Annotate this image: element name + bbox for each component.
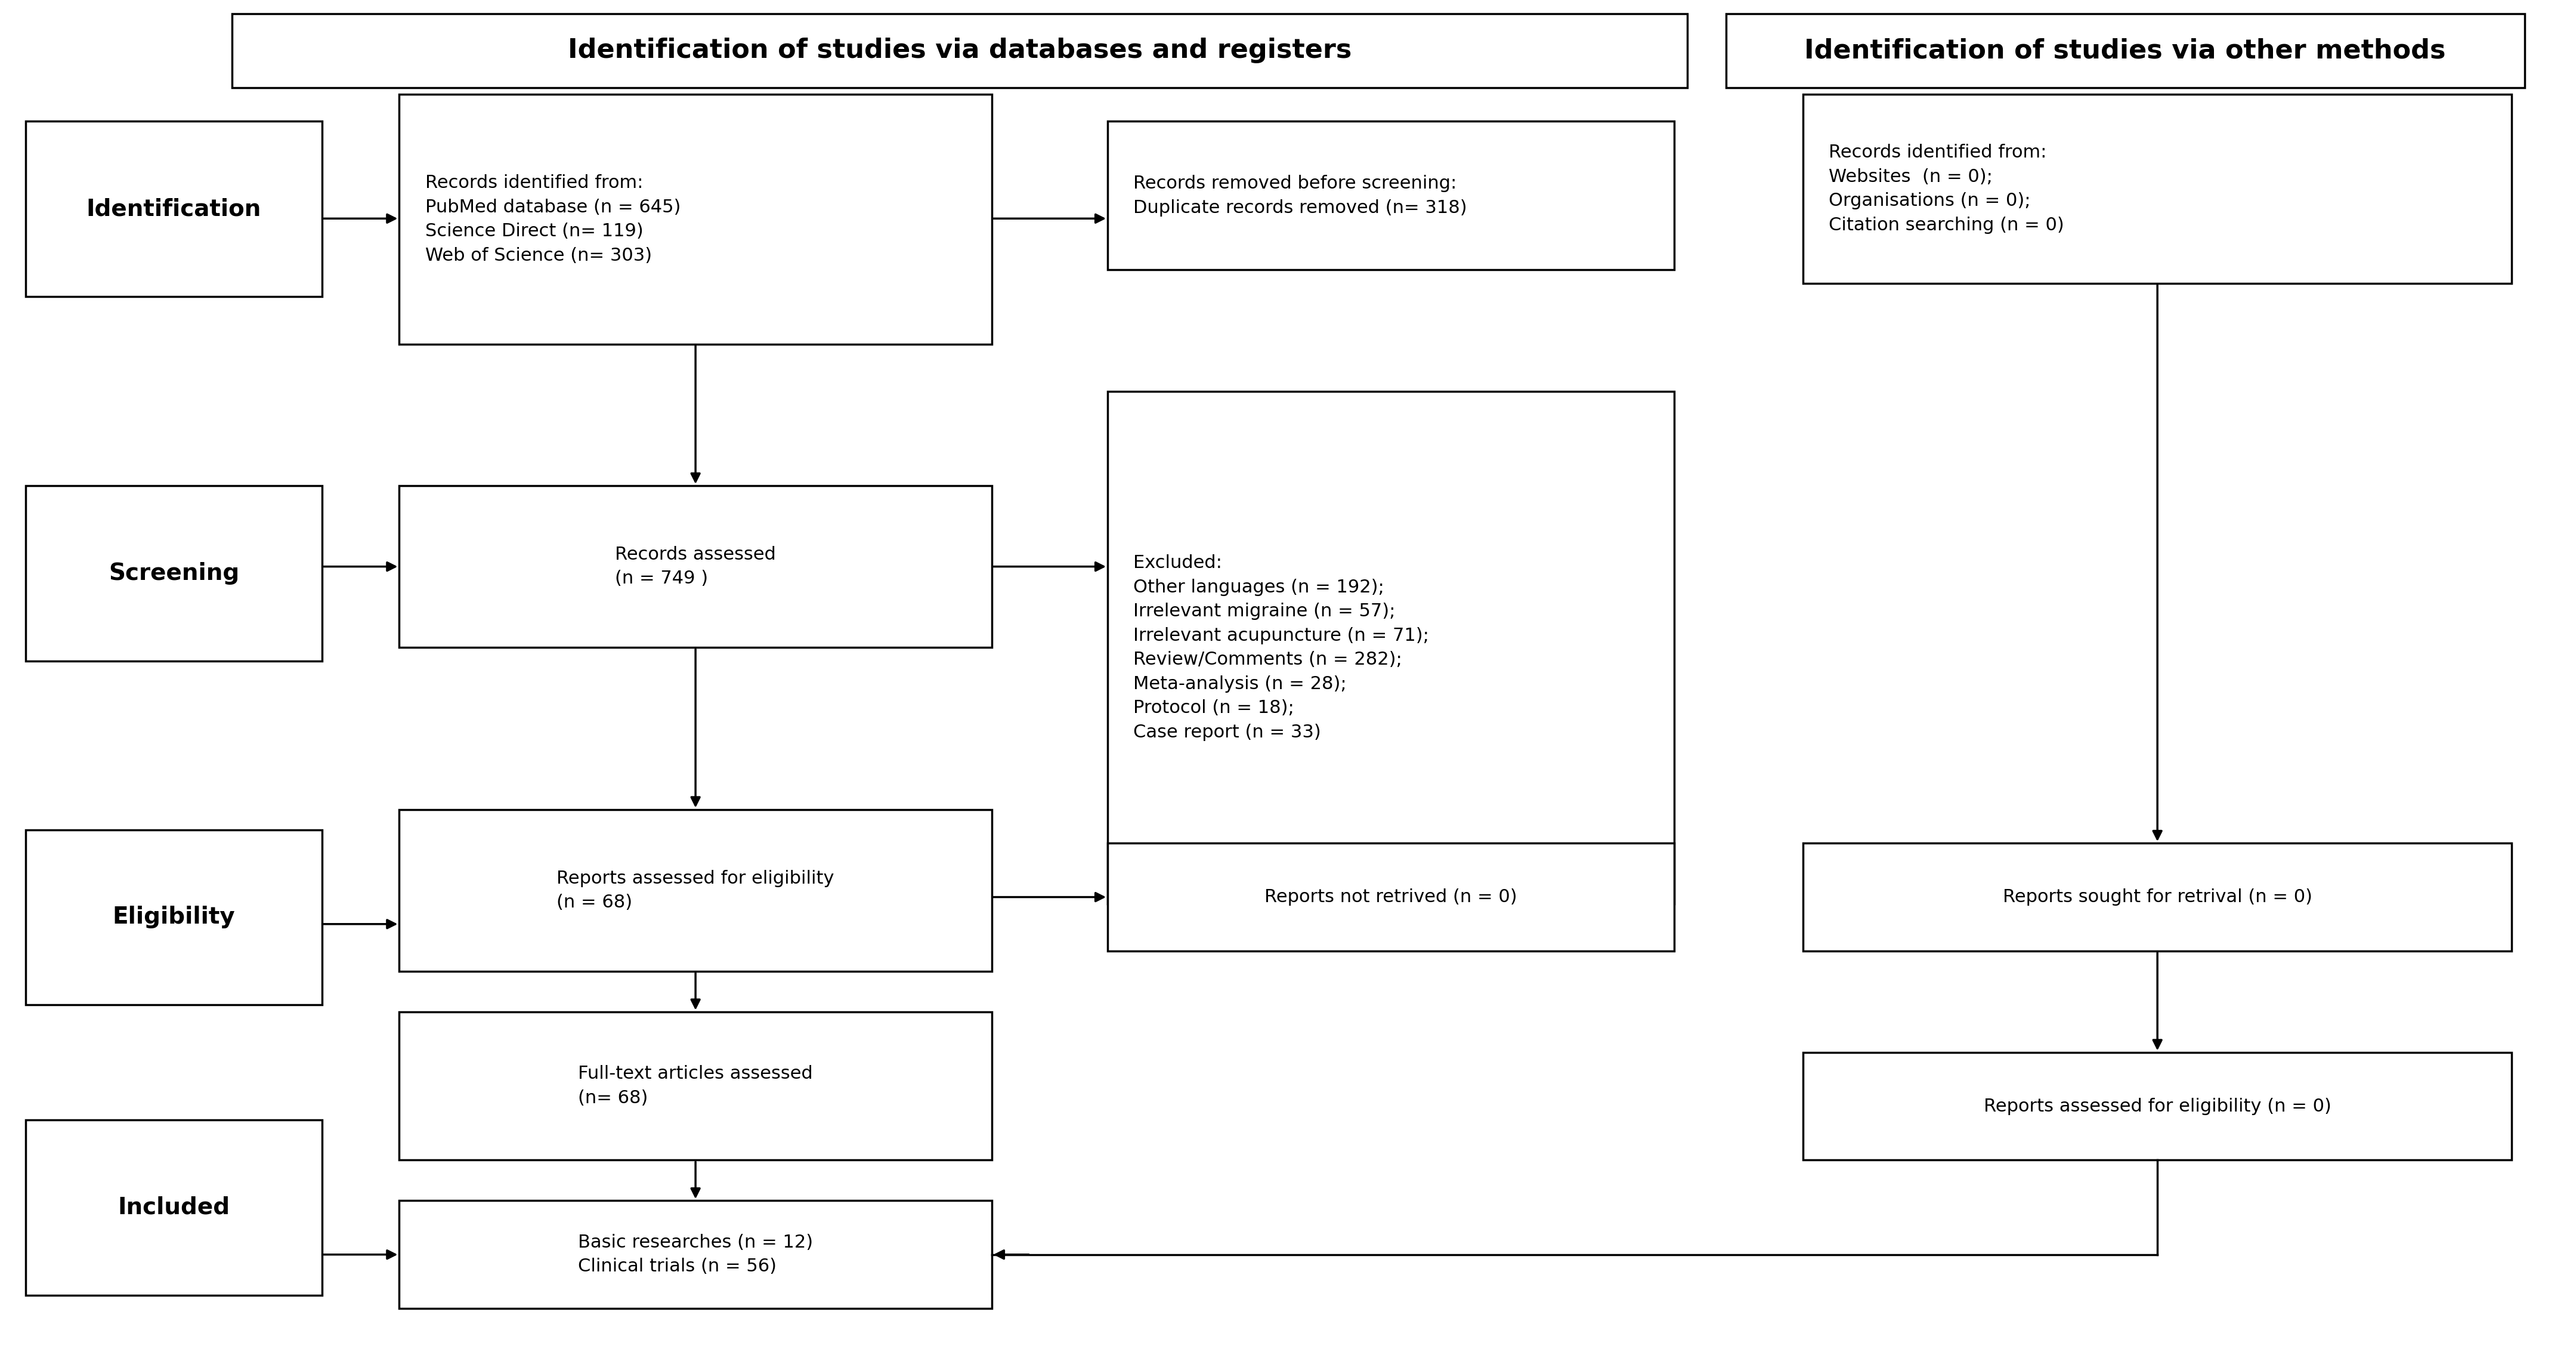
Text: Eligibility: Eligibility — [113, 907, 234, 928]
FancyBboxPatch shape — [399, 1012, 992, 1160]
Text: Excluded:
Other languages (n = 192);
Irrelevant migraine (n = 57);
Irrelevant ac: Excluded: Other languages (n = 192); Irr… — [1133, 554, 1430, 741]
Text: Reports sought for retrival (n = 0): Reports sought for retrival (n = 0) — [2002, 889, 2313, 905]
Text: Records removed before screening:
Duplicate records removed (n= 318): Records removed before screening: Duplic… — [1133, 175, 1468, 216]
FancyBboxPatch shape — [26, 121, 322, 297]
Text: Identification of studies via other methods: Identification of studies via other meth… — [1803, 38, 2447, 63]
Text: Reports not retrived (n = 0): Reports not retrived (n = 0) — [1265, 889, 1517, 905]
FancyBboxPatch shape — [399, 94, 992, 344]
Text: Identification of studies via databases and registers: Identification of studies via databases … — [567, 38, 1352, 63]
FancyBboxPatch shape — [399, 486, 992, 648]
FancyBboxPatch shape — [1803, 1052, 2512, 1160]
Text: Identification: Identification — [88, 198, 260, 220]
FancyBboxPatch shape — [1803, 94, 2512, 283]
Text: Reports assessed for eligibility
(n = 68): Reports assessed for eligibility (n = 68… — [556, 870, 835, 911]
FancyBboxPatch shape — [26, 830, 322, 1005]
Text: Full-text articles assessed
(n= 68): Full-text articles assessed (n= 68) — [577, 1066, 814, 1106]
FancyBboxPatch shape — [1108, 391, 1674, 904]
FancyBboxPatch shape — [232, 13, 1687, 88]
Text: Reports assessed for eligibility (n = 0): Reports assessed for eligibility (n = 0) — [1984, 1098, 2331, 1114]
FancyBboxPatch shape — [1726, 13, 2524, 88]
Text: Basic researches (n = 12)
Clinical trials (n = 56): Basic researches (n = 12) Clinical trial… — [577, 1234, 814, 1275]
FancyBboxPatch shape — [1803, 843, 2512, 951]
Text: Records assessed
(n = 749 ): Records assessed (n = 749 ) — [616, 546, 775, 587]
Text: Screening: Screening — [108, 563, 240, 584]
FancyBboxPatch shape — [26, 486, 322, 661]
FancyBboxPatch shape — [399, 1201, 992, 1309]
FancyBboxPatch shape — [26, 1120, 322, 1295]
FancyBboxPatch shape — [1108, 121, 1674, 270]
FancyBboxPatch shape — [399, 809, 992, 971]
Text: Records identified from:
PubMed database (n = 645)
Science Direct (n= 119)
Web o: Records identified from: PubMed database… — [425, 174, 680, 264]
FancyBboxPatch shape — [1108, 843, 1674, 951]
Text: Included: Included — [118, 1197, 229, 1218]
Text: Records identified from:
Websites  (n = 0);
Organisations (n = 0);
Citation sear: Records identified from: Websites (n = 0… — [1829, 144, 2063, 233]
